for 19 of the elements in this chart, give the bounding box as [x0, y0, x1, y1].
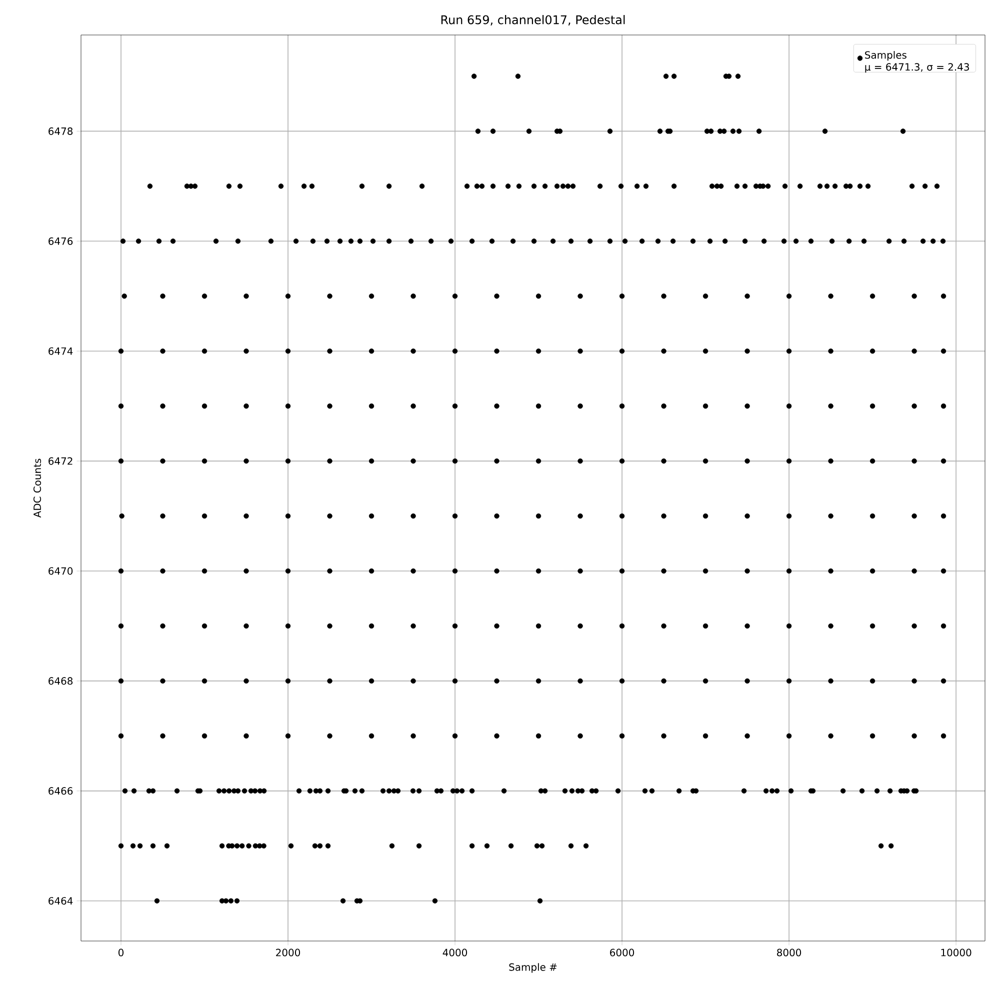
y-tick-label: 6474 — [48, 347, 73, 355]
x-tick-label: 2000 — [276, 948, 300, 956]
x-tick-label: 4000 — [442, 948, 468, 956]
x-axis-title: Sample # — [509, 963, 557, 973]
y-tick-label: 6470 — [48, 567, 73, 575]
y-tick-label: 6464 — [48, 897, 73, 905]
y-axis-title: ADC Counts — [33, 458, 42, 518]
x-tick-label: 8000 — [777, 948, 802, 956]
annotation: μ = 6471.3, σ = 2.43 — [865, 63, 969, 73]
y-tick-label: 6466 — [48, 787, 73, 795]
x-tick-label: 6000 — [610, 948, 634, 956]
y-tick-label: 6468 — [48, 677, 73, 685]
legend-label: Samples — [865, 51, 906, 61]
chart-title: Run 659, channel017, Pedestal — [441, 15, 625, 26]
x-tick-label: 0 — [118, 948, 124, 956]
x-tick-label: 10000 — [941, 948, 972, 956]
y-tick-label: 6472 — [48, 457, 72, 465]
y-tick-label: 6478 — [48, 127, 73, 135]
y-tick-label: 6476 — [48, 237, 73, 245]
